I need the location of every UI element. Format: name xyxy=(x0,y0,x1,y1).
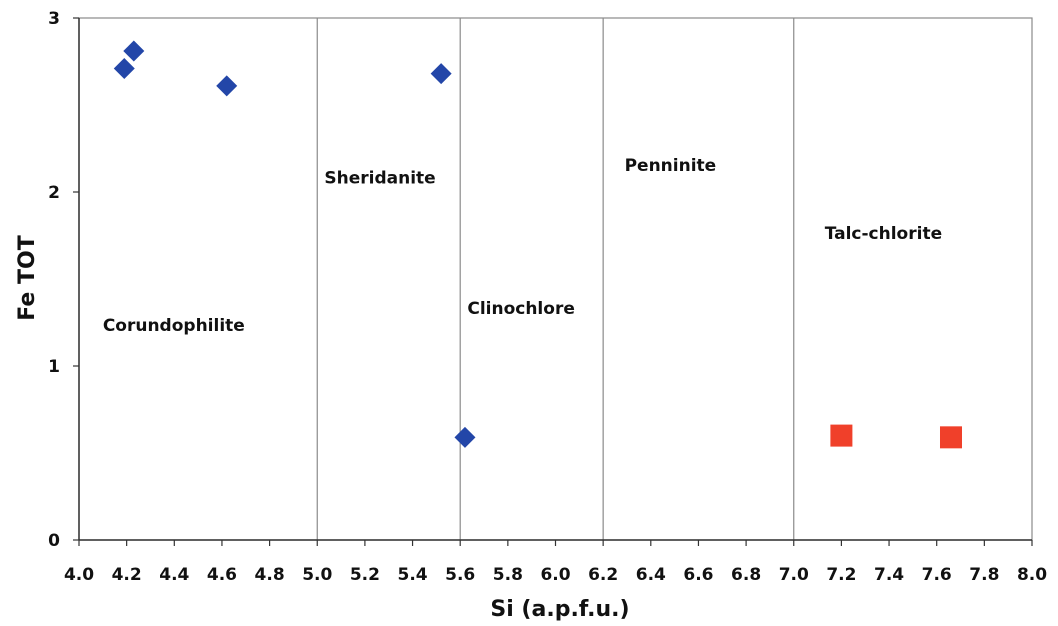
x-tick-label: 6.6 xyxy=(683,565,713,585)
diamond-point xyxy=(113,57,135,79)
x-tick-label: 4.2 xyxy=(112,565,142,585)
x-tick-label: 7.6 xyxy=(922,565,952,585)
y-tick-label: 2 xyxy=(48,183,60,203)
x-tick-label: 5.4 xyxy=(397,565,427,585)
x-tick-label: 6.8 xyxy=(731,565,761,585)
diamond-point xyxy=(123,40,145,62)
x-tick-label: 7.0 xyxy=(779,565,809,585)
region-label-talc-chlorite: Talc-chlorite xyxy=(825,224,942,244)
x-tick-label: 4.8 xyxy=(255,565,285,585)
y-tick-label: 0 xyxy=(48,531,60,551)
x-tick-label: 6.2 xyxy=(588,565,618,585)
x-tick-label: 8.0 xyxy=(1017,565,1047,585)
x-tick-label: 6.0 xyxy=(540,565,570,585)
x-tick-label: 5.8 xyxy=(493,565,523,585)
x-tick-label: 5.2 xyxy=(350,565,380,585)
region-label-penninite: Penninite xyxy=(625,156,717,176)
x-tick-label: 4.4 xyxy=(159,565,189,585)
square-point xyxy=(939,426,962,449)
region-label-corundophilite: Corundophilite xyxy=(103,316,245,336)
diamond-point xyxy=(216,75,238,97)
x-tick-label: 5.6 xyxy=(445,565,475,585)
y-tick-label: 1 xyxy=(48,357,60,377)
diamond-point xyxy=(430,63,452,85)
region-label-sheridanite: Sheridanite xyxy=(324,168,435,188)
x-tick-label: 6.4 xyxy=(636,565,666,585)
x-tick-label: 5.0 xyxy=(302,565,332,585)
x-tick-label: 4.0 xyxy=(64,565,94,585)
x-tick-label: 7.2 xyxy=(826,565,856,585)
diamond-point xyxy=(454,426,476,448)
region-label-clinochlore: Clinochlore xyxy=(467,299,575,319)
x-tick-label: 7.4 xyxy=(874,565,904,585)
y-tick-label: 3 xyxy=(48,9,60,29)
x-tick-label: 4.6 xyxy=(207,565,237,585)
y-axis-title: Fe TOT xyxy=(15,235,40,320)
x-axis-title: Si (a.p.f.u.) xyxy=(490,597,629,622)
x-tick-label: 7.8 xyxy=(969,565,999,585)
plot-frame xyxy=(78,17,1033,541)
square-point xyxy=(830,424,853,447)
